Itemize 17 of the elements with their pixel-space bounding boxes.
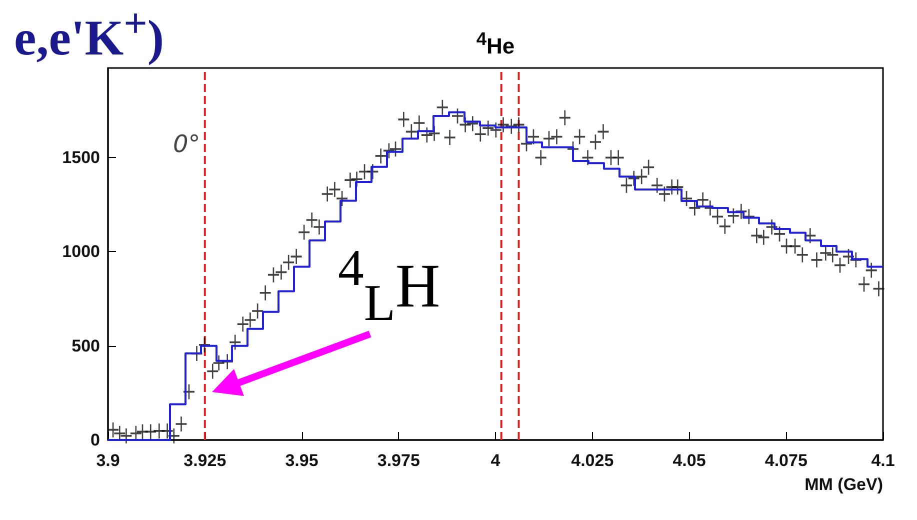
chart-title: $^{4}$He	[476, 28, 515, 58]
x-tick-label: 3.95	[285, 451, 318, 470]
x-tick-label: 3.975	[377, 451, 420, 470]
annotation: 0°	[173, 130, 200, 158]
x-tick-label: 3.9	[96, 451, 120, 470]
text: e,e'K$^{+}$)	[14, 7, 164, 67]
x-axis-title: MM (GeV)	[804, 475, 883, 494]
x-tick-label: 4.075	[764, 451, 808, 470]
y-tick-label: 1500	[62, 148, 100, 167]
y-tick-label: 500	[72, 336, 100, 356]
x-tick-label: 4.025	[571, 451, 614, 470]
y-tick-label: 1000	[62, 242, 100, 262]
x-tick-label: 3.925	[184, 451, 226, 470]
x-tick-label: 4.05	[672, 451, 706, 470]
x-tick-label: 4	[490, 451, 501, 470]
x-tick-label: 4.1	[871, 451, 895, 470]
y-tick-label: 0	[90, 430, 100, 450]
